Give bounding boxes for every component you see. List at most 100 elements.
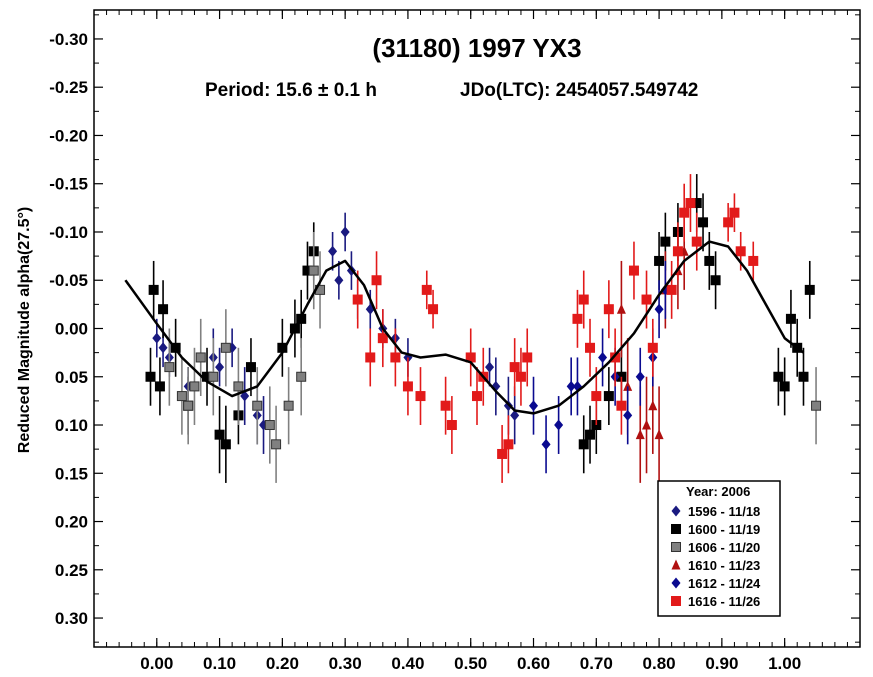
x-tick-label: 0.10 bbox=[203, 654, 236, 673]
x-tick-label: 0.60 bbox=[517, 654, 550, 673]
data-point bbox=[529, 400, 539, 412]
legend-title: Year: 2006 bbox=[686, 484, 750, 499]
x-tick-label: 0.40 bbox=[391, 654, 424, 673]
data-point bbox=[666, 284, 677, 295]
data-point bbox=[334, 274, 344, 286]
data-point bbox=[245, 362, 256, 373]
legend-marker bbox=[671, 596, 681, 606]
data-point bbox=[578, 294, 589, 305]
data-point bbox=[195, 352, 206, 363]
data-point bbox=[785, 313, 796, 324]
y-tick-label: 0.00 bbox=[55, 320, 88, 339]
data-point bbox=[402, 381, 413, 392]
data-point bbox=[660, 236, 671, 247]
data-point bbox=[623, 409, 633, 421]
data-point bbox=[554, 419, 564, 431]
data-point bbox=[654, 255, 665, 266]
data-point bbox=[183, 400, 194, 411]
data-point bbox=[220, 342, 231, 353]
data-point bbox=[729, 207, 740, 218]
data-point bbox=[704, 255, 715, 266]
legend-marker bbox=[671, 505, 681, 517]
data-point bbox=[148, 284, 159, 295]
data-point bbox=[158, 342, 168, 354]
data-point bbox=[497, 448, 508, 459]
legend-entry-label: 1596 - 11/18 bbox=[688, 504, 760, 519]
x-tick-label: 0.70 bbox=[580, 654, 613, 673]
data-point bbox=[340, 226, 350, 238]
y-tick-label: -0.15 bbox=[49, 175, 88, 194]
epoch-subtitle: JDo(LTC): 2454057.549742 bbox=[460, 80, 698, 101]
x-tick-label: 0.30 bbox=[329, 654, 362, 673]
y-tick-label: 0.05 bbox=[55, 368, 88, 387]
x-tick-label: 0.00 bbox=[140, 654, 173, 673]
data-point bbox=[723, 217, 734, 228]
data-point bbox=[798, 371, 809, 382]
data-point bbox=[566, 380, 576, 392]
data-point bbox=[440, 400, 451, 411]
data-point bbox=[578, 439, 589, 450]
data-point bbox=[515, 371, 526, 382]
data-point bbox=[804, 284, 815, 295]
period-subtitle: Period: 15.6 ± 0.1 h bbox=[205, 80, 377, 101]
data-point bbox=[648, 400, 658, 411]
series-2 bbox=[164, 231, 822, 483]
legend-entry-label: 1606 - 11/20 bbox=[688, 540, 760, 555]
data-point bbox=[748, 255, 759, 266]
data-point bbox=[654, 303, 664, 315]
data-point bbox=[616, 303, 626, 314]
data-point bbox=[610, 352, 621, 363]
data-point bbox=[585, 429, 596, 440]
data-point bbox=[685, 198, 696, 209]
data-point bbox=[164, 362, 175, 373]
legend-entry-label: 1612 - 11/24 bbox=[688, 576, 761, 591]
data-point bbox=[811, 400, 822, 411]
data-point bbox=[710, 275, 721, 286]
data-point bbox=[154, 381, 165, 392]
data-point bbox=[208, 371, 219, 382]
data-point bbox=[446, 420, 457, 431]
data-point bbox=[283, 400, 294, 411]
legend-marker bbox=[671, 577, 681, 589]
data-point bbox=[328, 245, 338, 257]
data-point bbox=[628, 265, 639, 276]
x-tick-label: 1.00 bbox=[768, 654, 801, 673]
y-tick-label: 0.10 bbox=[55, 416, 88, 435]
data-point bbox=[641, 294, 652, 305]
data-point bbox=[271, 439, 282, 450]
data-point bbox=[485, 361, 495, 373]
x-axis: 0.00 0.10 0.20 0.30 0.40 0.50 0.60 0.70 0.80 0.90… bbox=[93, 10, 848, 673]
data-point bbox=[603, 304, 614, 315]
data-point bbox=[220, 439, 231, 450]
fit-curve bbox=[124, 240, 805, 415]
data-point bbox=[152, 332, 162, 344]
data-point bbox=[635, 429, 645, 440]
data-point bbox=[233, 381, 244, 392]
data-point bbox=[541, 438, 551, 450]
legend-marker bbox=[671, 559, 681, 570]
series-5 bbox=[352, 174, 759, 483]
data-point bbox=[616, 400, 627, 411]
data-point bbox=[503, 439, 514, 450]
data-point bbox=[176, 391, 187, 402]
data-point bbox=[735, 246, 746, 257]
y-tick-label: -0.25 bbox=[49, 78, 88, 97]
data-point bbox=[691, 236, 702, 247]
data-point bbox=[371, 275, 382, 286]
data-point bbox=[585, 342, 596, 353]
data-point bbox=[215, 361, 225, 373]
data-point bbox=[189, 381, 200, 392]
legend-entry-label: 1616 - 11/26 bbox=[688, 594, 760, 609]
data-point bbox=[390, 352, 401, 363]
y-tick-label: 0.15 bbox=[55, 464, 88, 483]
legend-entry-label: 1600 - 11/19 bbox=[688, 522, 760, 537]
y-tick-label: -0.20 bbox=[49, 126, 88, 145]
legend-marker bbox=[671, 524, 681, 534]
x-tick-label: 0.20 bbox=[266, 654, 299, 673]
data-point bbox=[510, 409, 520, 421]
data-point bbox=[145, 371, 156, 382]
y-axis-label: Reduced Magnitude alpha(27.5°) bbox=[16, 207, 33, 453]
data-point bbox=[214, 429, 225, 440]
data-point bbox=[698, 217, 709, 228]
data-point bbox=[264, 420, 275, 431]
